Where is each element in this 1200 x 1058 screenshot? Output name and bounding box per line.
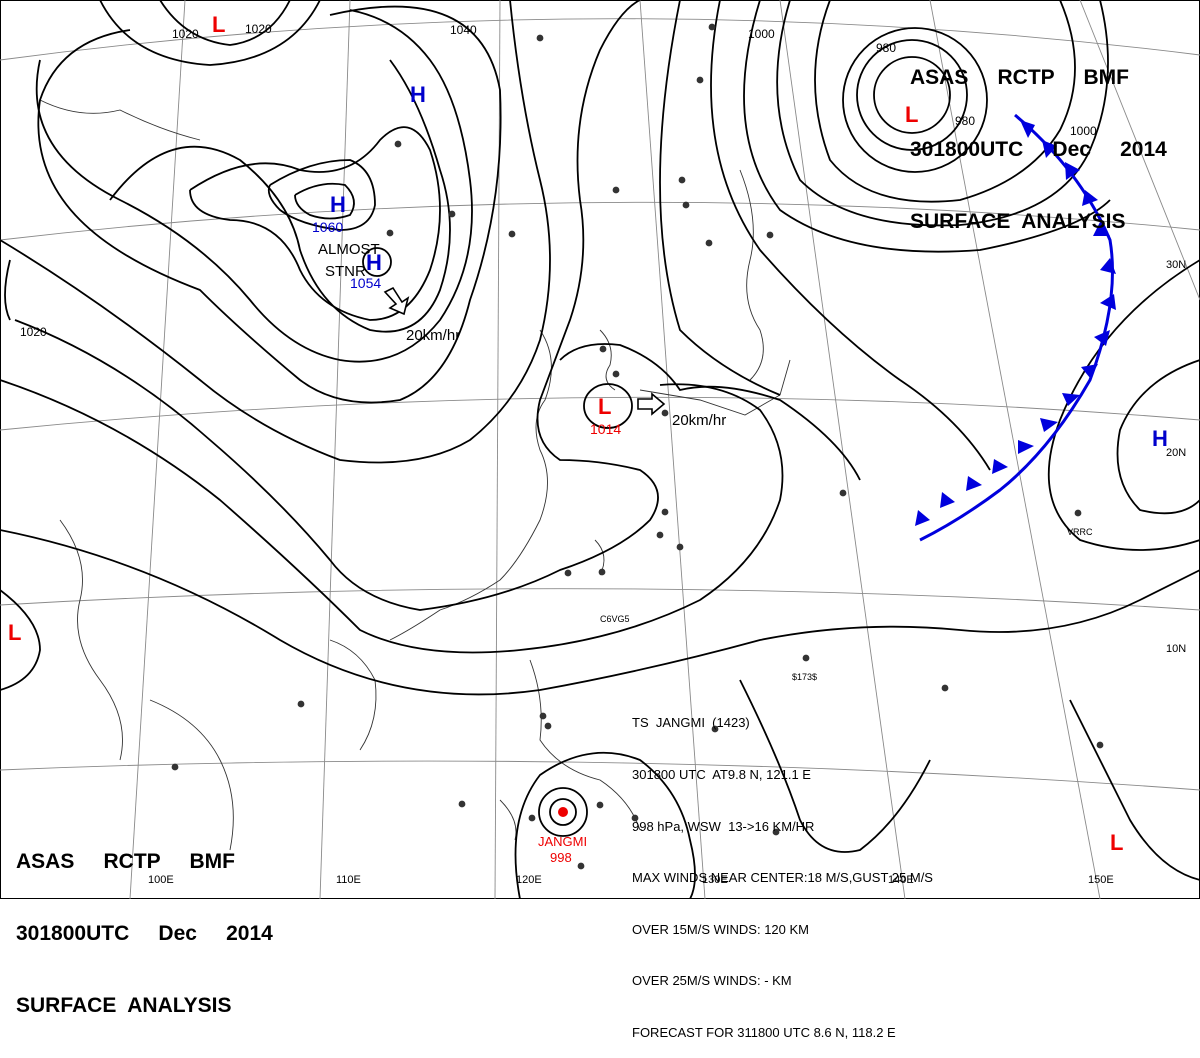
- motion-arrows: [383, 286, 666, 416]
- motion-high-label: 20km/hr: [406, 327, 460, 344]
- isobar-label-980-a: 980: [876, 41, 896, 55]
- high-value-1060: 1060: [312, 219, 343, 235]
- almost-label: ALMOST: [318, 241, 380, 258]
- header-line-1: ASAS RCTP BMF: [910, 66, 1129, 89]
- isobar-label-1020-c: 1020: [20, 325, 47, 339]
- cold-front: [915, 113, 1116, 542]
- motion-low-label: 20km/hr: [672, 412, 726, 429]
- storm-pressure-motion: 998 hPa, WSW 13->16 KM/HR: [632, 818, 815, 834]
- station-c6vg5: C6VG5: [600, 614, 630, 624]
- low-symbol-se: L: [1110, 830, 1123, 855]
- isobar-label-980-b: 980: [955, 114, 975, 128]
- lat-20n-label: 20N: [1166, 447, 1186, 459]
- high-symbol-1054: H: [366, 250, 382, 275]
- low-symbol-1014: L: [598, 394, 611, 419]
- header-line-1-bottom: ASAS RCTP BMF: [16, 850, 235, 873]
- lon-140e-label: 140E: [888, 874, 914, 886]
- storm-position: 301800 UTC AT9.8 N, 121.1 E: [632, 767, 811, 783]
- weather-map: 1020 1020 1040 1020 980 1000 1000 980 H …: [0, 0, 1200, 899]
- high-symbol-east: H: [1152, 426, 1168, 451]
- header-line-3-bottom: SURFACE ANALYSIS: [16, 994, 232, 1017]
- isobar-label-1020-b: 1020: [245, 22, 272, 36]
- header-top-right: ASAS RCTP BMF 301800UTC Dec 2014 SURFACE…: [910, 18, 1167, 258]
- high-value-1054: 1054: [350, 275, 381, 291]
- high-symbol-north: H: [410, 82, 426, 107]
- storm-over15: OVER 15M/S WINDS: 120 KM: [632, 921, 809, 937]
- isobar-label-1000-b: 1000: [1070, 124, 1097, 138]
- isobar-labels: 1020 1020 1040 1020 980 1000 1000 980: [20, 22, 1097, 339]
- low-value-1014: 1014: [590, 421, 621, 437]
- low-symbol-top: L: [212, 12, 225, 37]
- lat-10n-label: 10N: [1166, 643, 1186, 655]
- isobar-label-1040: 1040: [450, 23, 477, 37]
- high-symbol-1060: H: [330, 192, 346, 217]
- station-173: $173$: [792, 672, 817, 682]
- latitude-labels: 30N 20N 10N: [1166, 259, 1186, 655]
- lon-150e-label: 150E: [1088, 874, 1114, 886]
- header-bottom-left: ASAS RCTP BMF 301800UTC Dec 2014 SURFACE…: [16, 802, 273, 1042]
- typhoon-pressure: 998: [550, 850, 572, 865]
- typhoon-marker: JANGMI 998: [538, 807, 587, 865]
- stnr-label: STNR: [325, 263, 366, 280]
- header-line-2: 301800UTC Dec 2014: [910, 138, 1167, 161]
- isobar-label-1020-a: 1020: [172, 27, 199, 41]
- longitude-labels: 100E 110E 120E 130E 140E 150E: [148, 874, 1114, 886]
- low-symbol-west: L: [8, 620, 21, 645]
- motion-annotations: ALMOST STNR 20km/hr 20km/hr: [318, 241, 726, 429]
- lon-100e-label: 100E: [148, 874, 174, 886]
- lat-30n-label: 30N: [1166, 259, 1186, 271]
- typhoon-name: JANGMI: [538, 834, 587, 849]
- pressure-centers: H 1060 H 1054 H H L 1014 L L L L: [8, 12, 1168, 855]
- lon-120e-label: 120E: [516, 874, 542, 886]
- storm-name: TS JANGMI (1423): [632, 715, 750, 731]
- station-vrrc: VRRC: [1067, 527, 1093, 537]
- header-line-2-bottom: 301800UTC Dec 2014: [16, 922, 273, 945]
- station-plots: [171, 23, 1104, 870]
- isobars: [0, 0, 1200, 899]
- lon-110e-label: 110E: [336, 874, 361, 886]
- lon-130e-label: 130E: [702, 874, 728, 886]
- storm-over25: OVER 25M/S WINDS: - KM: [632, 973, 792, 989]
- storm-info-block: TS JANGMI (1423) 301800 UTC AT9.8 N, 121…: [632, 680, 933, 1058]
- low-symbol-ne: L: [905, 102, 918, 127]
- storm-max-winds: MAX WINDS NEAR CENTER:18 M/S,GUST 25 M/S: [632, 870, 933, 886]
- station-call-labels: C6VG5 VRRC $173$: [600, 527, 1093, 682]
- isobar-label-1000-a: 1000: [748, 27, 775, 41]
- storm-forecast: FORECAST FOR 311800 UTC 8.6 N, 118.2 E: [632, 1025, 896, 1041]
- latitude-grid: [0, 18, 1200, 791]
- header-line-3: SURFACE ANALYSIS: [910, 210, 1126, 233]
